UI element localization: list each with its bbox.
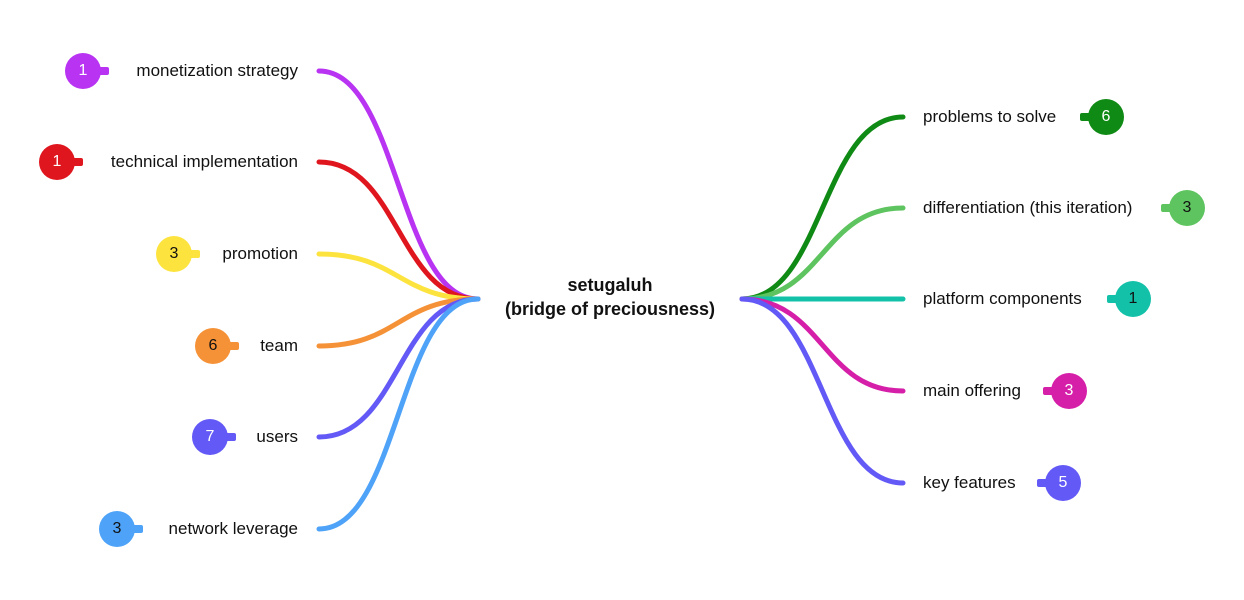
count-badge[interactable]: 6 — [195, 328, 231, 364]
central-topic[interactable]: setugaluh (bridge of preciousness) — [470, 273, 750, 321]
branch-line-right — [739, 296, 906, 486]
badge-connector — [1037, 479, 1049, 487]
count-badge[interactable]: 1 — [39, 144, 75, 180]
count-badge[interactable]: 3 — [156, 236, 192, 272]
badge-connector — [1080, 113, 1092, 121]
branch-label[interactable]: main offering — [923, 381, 1021, 400]
branch-line-right — [739, 296, 906, 394]
branch-line-right — [739, 205, 906, 302]
branch-label[interactable]: promotion — [222, 244, 298, 263]
central-topic-line1: setugaluh — [567, 275, 653, 295]
count-badge[interactable]: 7 — [192, 419, 228, 455]
badge-connector — [131, 525, 143, 533]
branch-label[interactable]: differentiation (this iteration) — [923, 198, 1133, 217]
branch-label[interactable]: problems to solve — [923, 107, 1057, 126]
count-badge[interactable]: 3 — [1169, 190, 1205, 226]
count-badge[interactable]: 3 — [99, 511, 135, 547]
badge-connector — [97, 67, 109, 75]
branch-line-left — [316, 296, 481, 532]
badge-connector — [188, 250, 200, 258]
branch-line-left — [316, 296, 481, 440]
badge-connector — [1043, 387, 1055, 395]
count-badge[interactable]: 6 — [1088, 99, 1124, 135]
branch-line-left — [316, 68, 481, 302]
badge-connector — [1161, 204, 1173, 212]
branch-line-right — [739, 114, 906, 302]
branch-line-left — [316, 159, 481, 302]
branch-label[interactable]: team — [260, 336, 298, 355]
branch-label[interactable]: technical implementation — [110, 152, 298, 171]
count-badge[interactable]: 1 — [1115, 281, 1151, 317]
branch-label[interactable]: monetization strategy — [136, 61, 298, 80]
branch-label[interactable]: platform components — [923, 289, 1082, 308]
branch-line-left — [316, 296, 481, 349]
branch-line-left — [316, 251, 481, 302]
badge-connector — [227, 342, 239, 350]
branch-label[interactable]: network leverage — [168, 519, 298, 538]
branch-label[interactable]: users — [256, 427, 298, 446]
count-badge[interactable]: 1 — [65, 53, 101, 89]
badge-connector — [1107, 295, 1119, 303]
count-badge[interactable]: 3 — [1051, 373, 1087, 409]
branch-label[interactable]: key features — [923, 473, 1016, 492]
badge-connector — [224, 433, 236, 441]
count-badge[interactable]: 5 — [1045, 465, 1081, 501]
central-topic-line2: (bridge of preciousness) — [504, 299, 716, 319]
badge-connector — [71, 158, 83, 166]
